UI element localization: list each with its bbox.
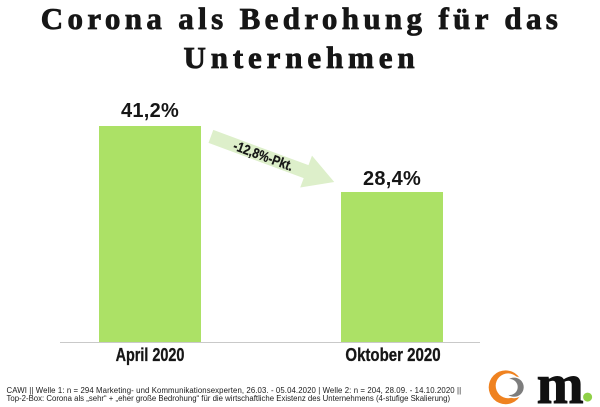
svg-text:-12,8%-Pkt.: -12,8%-Pkt. — [231, 137, 295, 174]
svg-text:m: m — [537, 354, 584, 407]
